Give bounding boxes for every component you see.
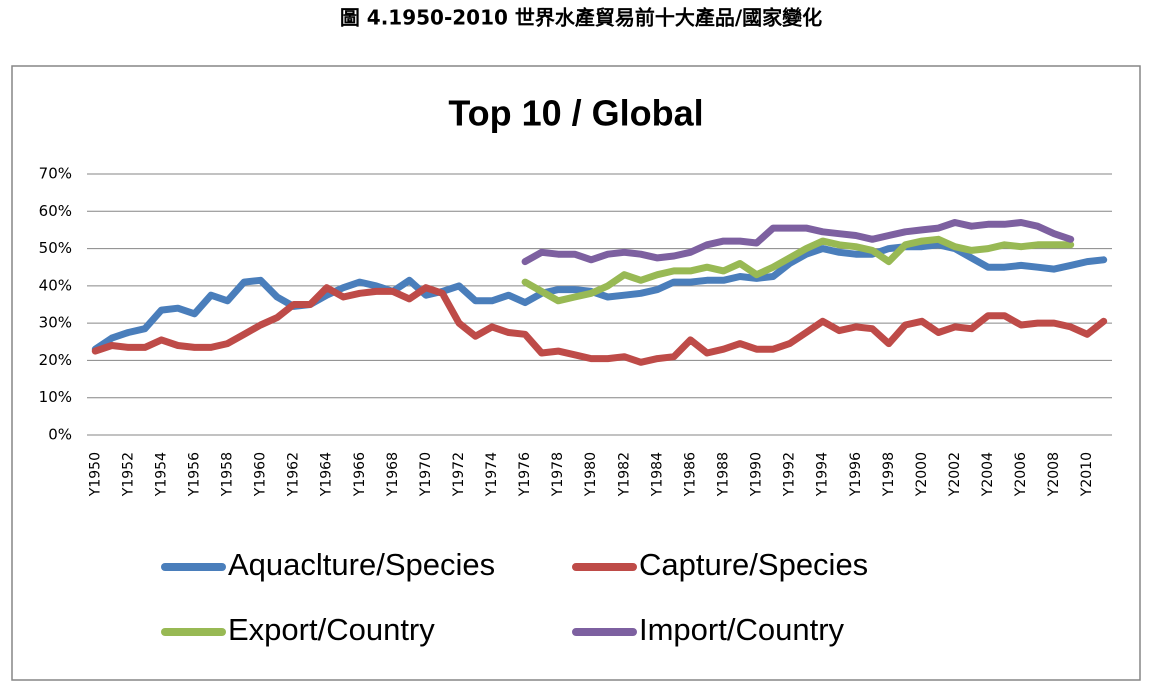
series-line xyxy=(91,284,1108,366)
x-tick-label: Y1950 xyxy=(87,452,103,497)
x-tick-label: Y1966 xyxy=(352,452,368,497)
x-tick-label: Y1958 xyxy=(220,452,236,497)
x-tick-label: Y1978 xyxy=(550,452,566,497)
x-tick-label: Y1968 xyxy=(385,452,401,497)
x-tick-label: Y1952 xyxy=(120,452,136,497)
x-tick-label: Y1998 xyxy=(881,452,897,497)
x-tick-label: Y1982 xyxy=(616,452,632,497)
x-tick-label: Y2006 xyxy=(1013,452,1029,497)
x-tick-label: Y2002 xyxy=(947,452,963,497)
y-tick-label: 20% xyxy=(39,351,72,369)
x-tick-label: Y1980 xyxy=(583,452,599,497)
x-tick-label: Y1990 xyxy=(749,452,765,497)
series-line xyxy=(521,219,1075,266)
x-tick-label: Y1960 xyxy=(253,452,269,497)
x-tick-label: Y1974 xyxy=(484,452,500,497)
legend-label: Capture/Species xyxy=(639,547,868,582)
y-tick-label: 50% xyxy=(39,239,72,257)
x-tick-label: Y1994 xyxy=(815,452,831,497)
series-line xyxy=(91,241,1108,353)
x-tick-label: Y1984 xyxy=(649,452,665,497)
y-tick-label: 40% xyxy=(39,276,72,294)
x-tick-label: Y1962 xyxy=(286,452,302,497)
x-tick-label: Y1970 xyxy=(418,452,434,497)
y-tick-label: 0% xyxy=(48,426,72,444)
x-tick-label: Y1992 xyxy=(782,452,798,497)
chart-frame xyxy=(11,65,1141,681)
y-tick-label: 30% xyxy=(39,314,72,332)
x-tick-label: Y2008 xyxy=(1046,452,1062,497)
legend-label: Aquaclture/Species xyxy=(228,547,495,582)
x-tick-label: Y2010 xyxy=(1079,452,1095,497)
legend-label: Import/Country xyxy=(639,612,845,647)
y-tick-label: 10% xyxy=(39,388,72,406)
caption: 圖 4.1950-2010 世界水產貿易前十大產品/國家變化 xyxy=(340,6,822,30)
x-tick-label: Y1988 xyxy=(715,452,731,497)
series-line xyxy=(521,235,1075,305)
x-tick-label: Y1976 xyxy=(517,452,533,497)
x-tick-label: Y1996 xyxy=(848,452,864,497)
x-tick-label: Y2004 xyxy=(980,452,996,497)
legend-label: Export/Country xyxy=(228,612,435,647)
chart-title: Top 10 / Global xyxy=(448,93,703,134)
x-tick-label: Y1956 xyxy=(186,452,202,497)
y-tick-label: 70% xyxy=(39,165,72,183)
y-tick-label: 60% xyxy=(39,202,72,220)
x-tick-label: Y2000 xyxy=(914,452,930,497)
x-tick-label: Y1972 xyxy=(451,452,467,497)
x-tick-label: Y1964 xyxy=(319,452,335,497)
x-tick-label: Y1986 xyxy=(682,452,698,497)
x-tick-label: Y1954 xyxy=(153,452,169,497)
